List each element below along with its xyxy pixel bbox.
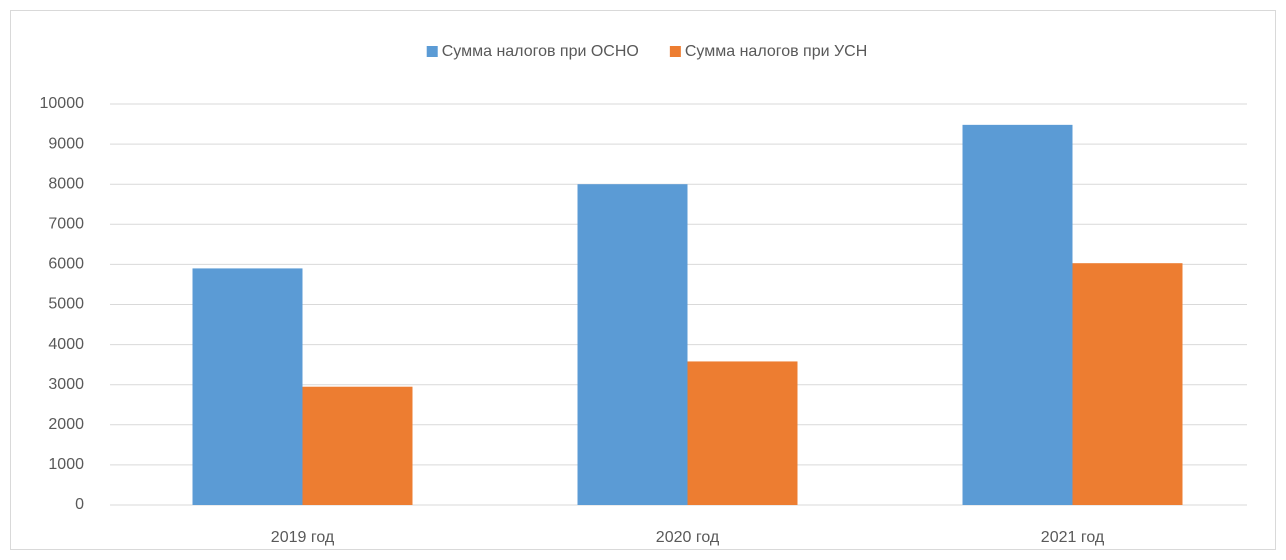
legend-label: Сумма налогов при ОСНО (442, 43, 639, 60)
legend-label: Сумма налогов при УСН (685, 43, 867, 60)
y-tick-label: 6000 (48, 256, 84, 273)
x-tick-label: 2019 год (271, 529, 335, 546)
x-tick-label: 2020 год (656, 529, 720, 546)
bar (962, 124, 1073, 506)
y-tick-label: 10000 (40, 95, 85, 112)
bar (192, 268, 303, 505)
y-tick-label: 0 (75, 496, 84, 513)
bar (687, 361, 798, 505)
bar (302, 386, 413, 505)
y-tick-label: 8000 (48, 175, 84, 192)
x-tick-label: 2021 год (1041, 529, 1105, 546)
legend-swatch (669, 46, 681, 57)
y-tick-label: 9000 (48, 135, 84, 152)
y-tick-label: 5000 (48, 296, 84, 313)
y-tick-label: 3000 (48, 376, 84, 393)
legend-swatch (426, 46, 438, 57)
bar (577, 184, 688, 505)
y-tick-label: 7000 (48, 216, 84, 233)
y-tick-label: 1000 (48, 456, 84, 473)
y-tick-label: 2000 (48, 416, 84, 433)
y-tick-label: 4000 (48, 336, 84, 353)
bar (1072, 263, 1183, 505)
